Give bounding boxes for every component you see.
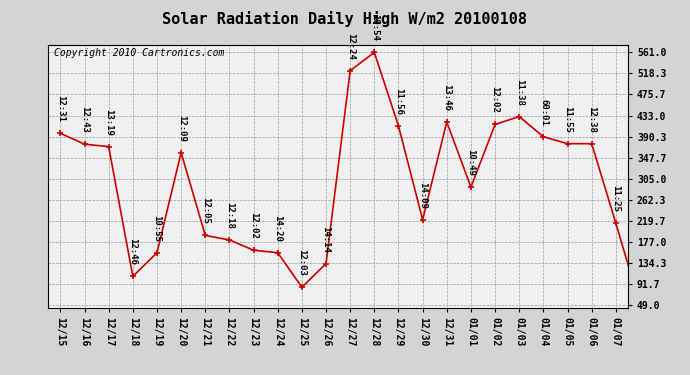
Text: 13:46: 13:46 — [442, 84, 451, 111]
Text: 11:25: 11:25 — [611, 185, 620, 212]
Text: 12:02: 12:02 — [491, 87, 500, 113]
Text: 12:41: 12:41 — [0, 374, 1, 375]
Text: 12:09: 12:09 — [177, 115, 186, 141]
Text: 14:14: 14:14 — [322, 226, 331, 252]
Text: 12:31: 12:31 — [56, 95, 65, 122]
Text: 12:46: 12:46 — [128, 238, 137, 265]
Text: 12:05: 12:05 — [201, 198, 210, 224]
Text: 14:20: 14:20 — [273, 215, 282, 242]
Text: 12:38: 12:38 — [587, 106, 596, 133]
Text: Copyright 2010 Cartronics.com: Copyright 2010 Cartronics.com — [54, 48, 224, 58]
Text: 12:03: 12:03 — [297, 249, 306, 276]
Text: 10:55: 10:55 — [152, 215, 161, 242]
Text: 11:56: 11:56 — [394, 88, 403, 115]
Text: 12:43: 12:43 — [80, 106, 89, 133]
Text: 12:18: 12:18 — [225, 202, 234, 229]
Text: 11:55: 11:55 — [563, 106, 572, 133]
Text: 12:24: 12:24 — [346, 33, 355, 60]
Text: 10:49: 10:49 — [466, 149, 475, 176]
Text: 60:01: 60:01 — [539, 99, 548, 126]
Text: 12:02: 12:02 — [249, 212, 258, 239]
Text: 13:19: 13:19 — [104, 109, 113, 135]
Text: 10:54: 10:54 — [370, 14, 379, 41]
Text: 11:38: 11:38 — [515, 78, 524, 105]
Text: 14:09: 14:09 — [418, 182, 427, 209]
Text: Solar Radiation Daily High W/m2 20100108: Solar Radiation Daily High W/m2 20100108 — [163, 11, 527, 27]
